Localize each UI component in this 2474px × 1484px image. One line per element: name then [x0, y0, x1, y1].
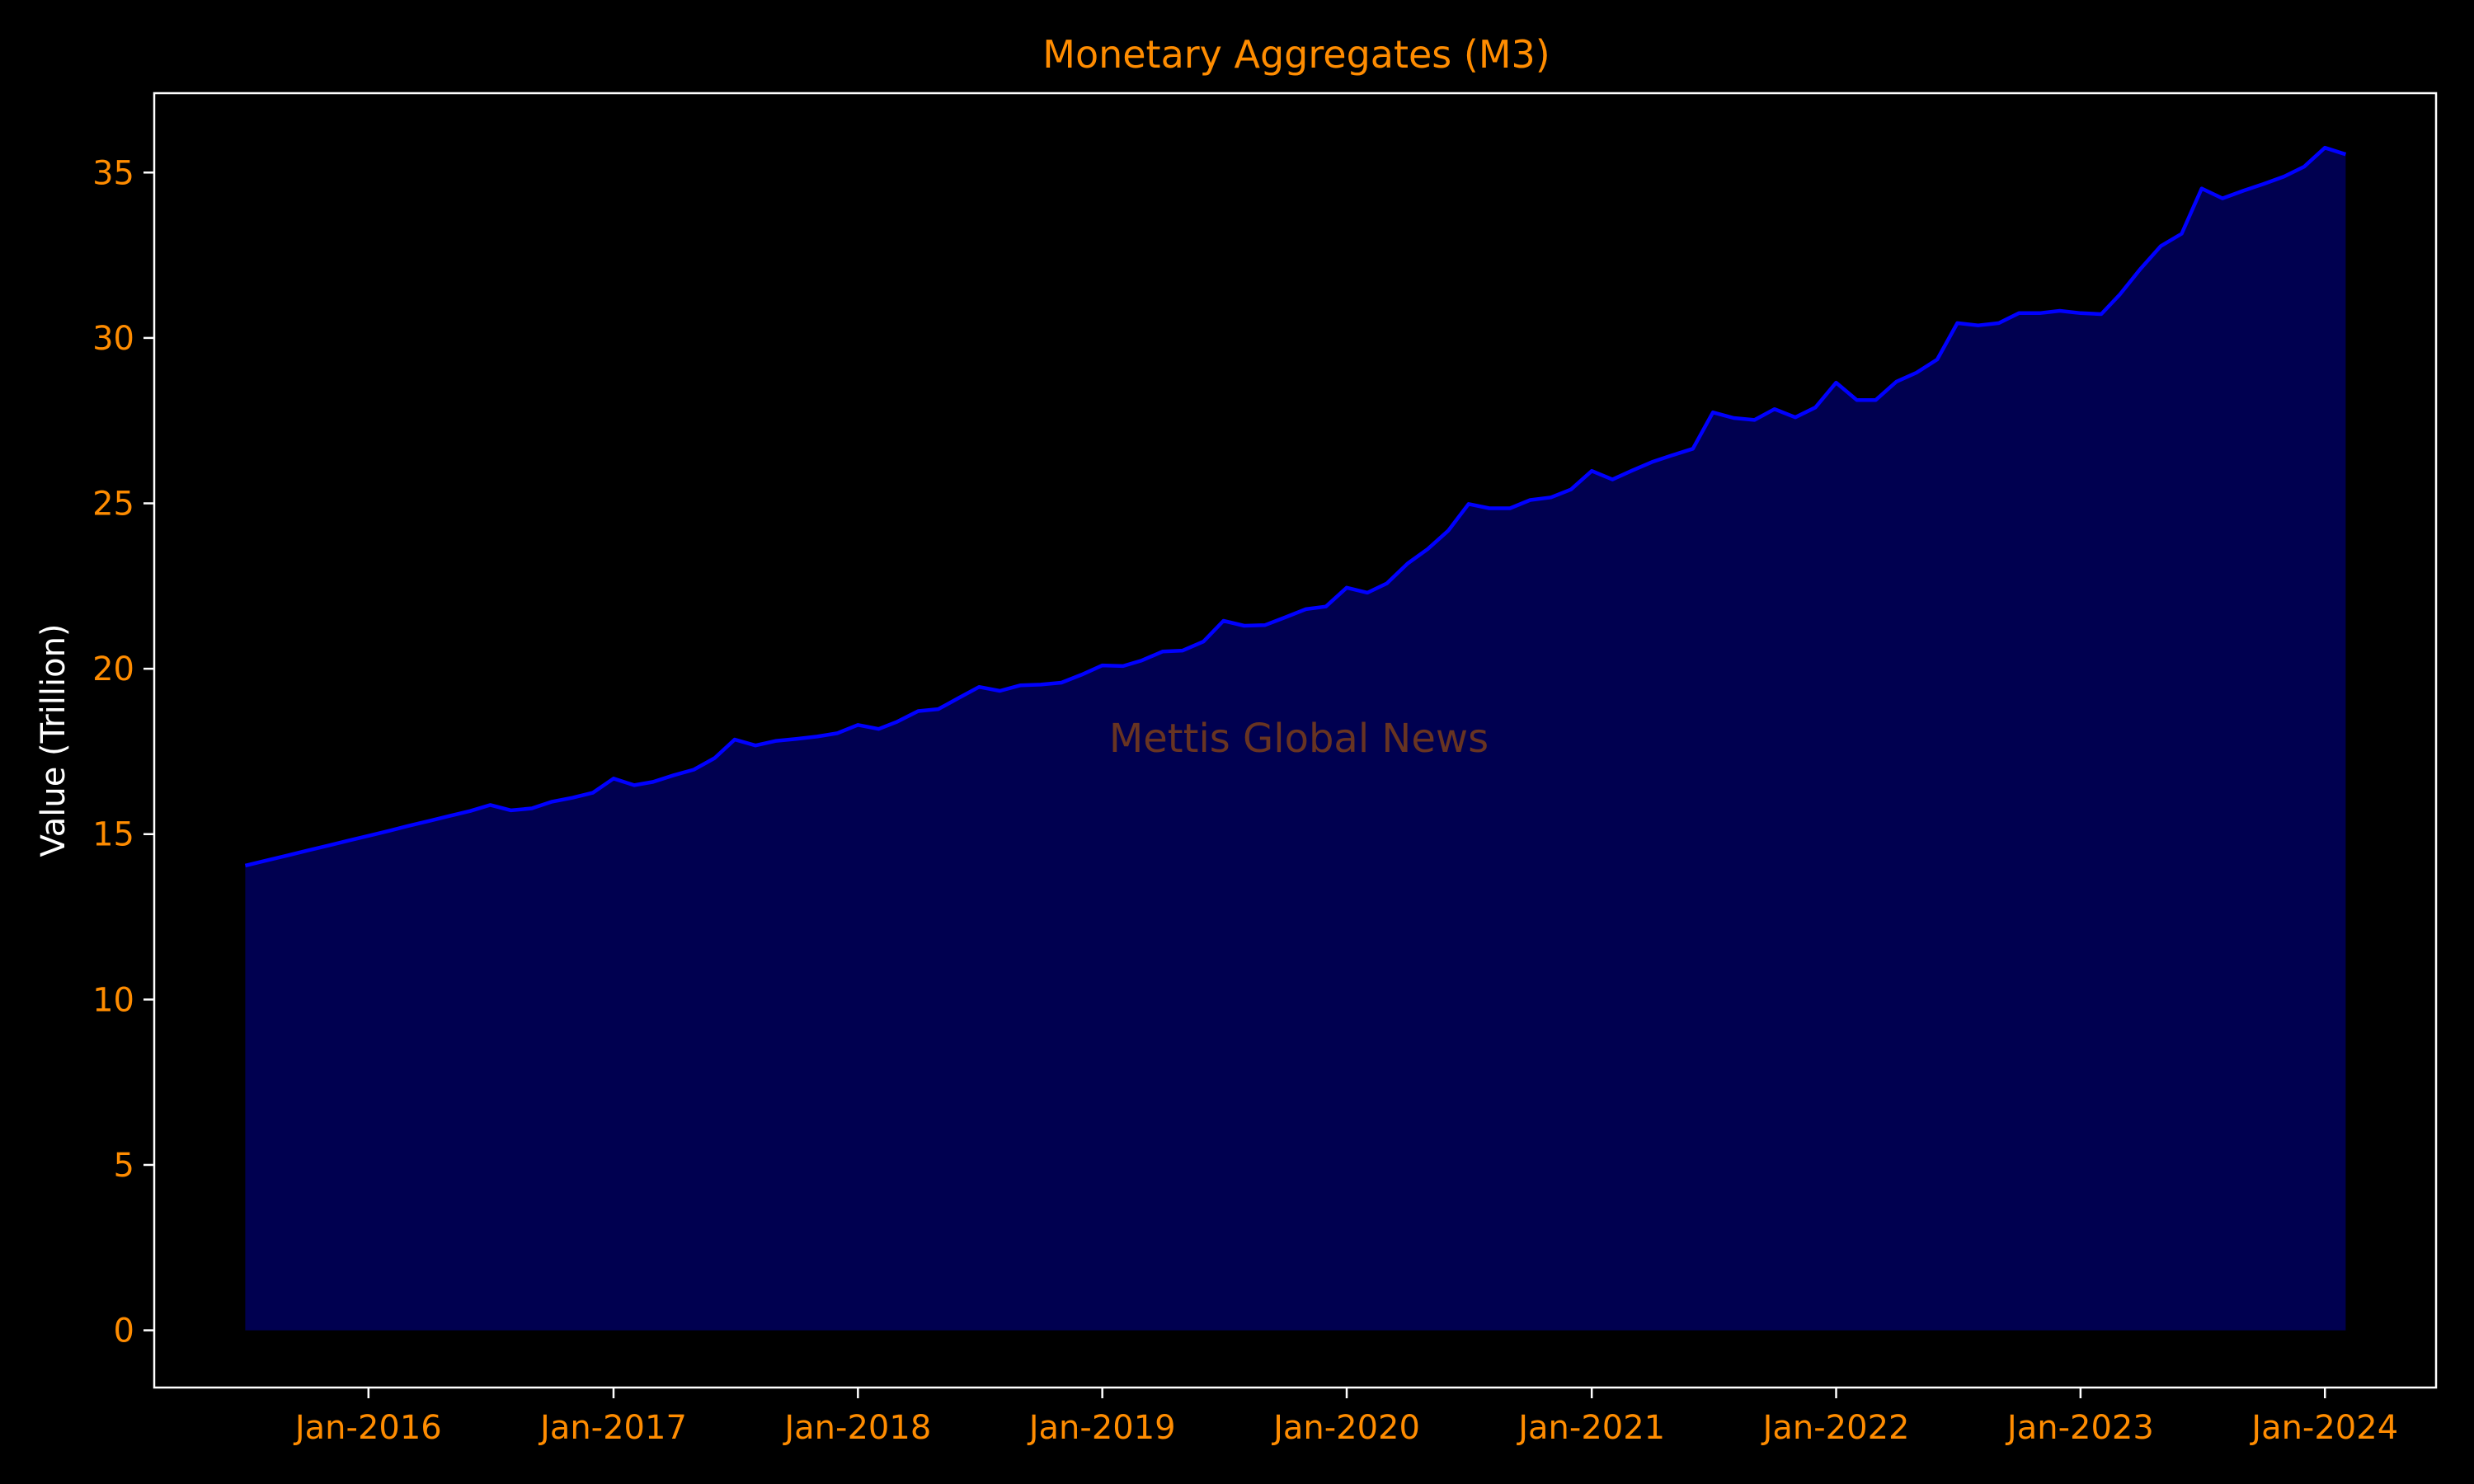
- x-tick-label: Jan-2018: [782, 1409, 931, 1447]
- y-tick-label: 10: [92, 981, 134, 1019]
- x-axis: Jan-2016 Jan-2017 Jan-2018 Jan-2019 Jan-2020…: [293, 1388, 2398, 1447]
- y-tick-label: 35: [92, 154, 134, 192]
- series-line: [244, 145, 2347, 868]
- y-tick-label: 30: [92, 320, 134, 358]
- x-tick-label: Jan-2020: [1271, 1409, 1420, 1447]
- x-tick-label: Jan-2017: [538, 1409, 687, 1447]
- y-tick-label: 0: [114, 1313, 134, 1350]
- y-tick-label: 5: [114, 1147, 134, 1185]
- y-tick-label: 15: [92, 816, 134, 854]
- y-tick-label: 20: [92, 650, 134, 688]
- y-axis-label: Value (Trillion): [35, 623, 73, 857]
- x-tick-label: Jan-2016: [293, 1409, 442, 1447]
- chart-title: Monetary Aggregates (M3): [1042, 32, 1550, 77]
- x-tick-label: Jan-2021: [1516, 1409, 1665, 1447]
- y-axis: 0 5 10 15 20 25 30 35: [92, 154, 154, 1350]
- plot-frame: [153, 92, 2438, 1389]
- x-tick-label: Jan-2023: [2005, 1409, 2154, 1447]
- series-area-fill: [245, 148, 2346, 1331]
- plot-area: [244, 145, 2347, 1331]
- x-tick-label: Jan-2022: [1761, 1409, 1910, 1447]
- y-tick-label: 25: [92, 486, 134, 524]
- x-tick-label: Jan-2024: [2249, 1409, 2398, 1447]
- watermark-text: Mettis Global News: [1109, 716, 1489, 762]
- x-tick-label: Jan-2019: [1027, 1409, 1176, 1447]
